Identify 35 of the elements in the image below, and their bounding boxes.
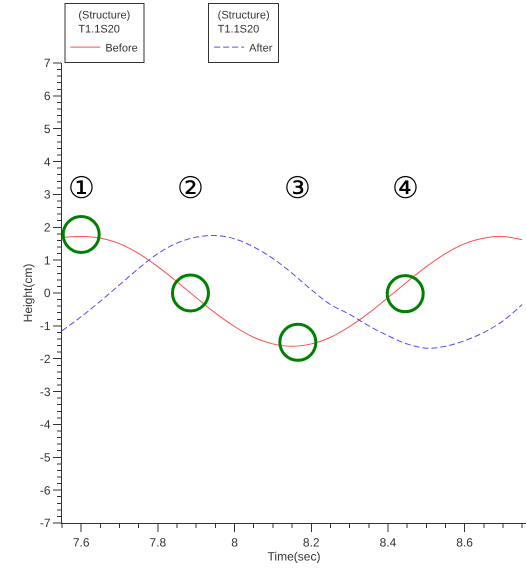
legend-label: After: [249, 42, 273, 54]
x-tick-label: 8.4: [380, 535, 397, 550]
y-tick-label: -6: [40, 483, 51, 498]
y-tick-label: 3: [44, 188, 51, 202]
x-tick-label: 7.8: [150, 535, 167, 550]
y-tick-label: 7: [44, 56, 51, 70]
annotation: ②: [177, 171, 204, 206]
y-tick-label: -4: [40, 418, 51, 432]
y-tick-label: -1: [40, 319, 51, 334]
point: [62, 215, 101, 254]
x-tick-label: 8: [231, 535, 238, 550]
x-axis-title: Time(sec): [268, 549, 320, 564]
y-tick-label: -2: [40, 352, 51, 366]
y-tick-label: -3: [40, 384, 51, 399]
x-tick-label: 8.2: [302, 535, 320, 550]
legend-title: (Structure) T1.1S20: [78, 9, 130, 36]
point: [278, 322, 318, 362]
legend-label: Before: [105, 42, 138, 54]
annotation: ④: [392, 171, 419, 206]
x-tick-label: 8.6: [456, 535, 474, 550]
text: (Structure) T1.1S20: [218, 9, 270, 36]
y-tick-label: 2: [44, 220, 51, 234]
annotation: ①: [68, 171, 95, 206]
y-axis-title: Height(cm): [21, 264, 36, 322]
y-tick-label: 1: [44, 253, 51, 268]
y-tick-label: -7: [40, 516, 51, 530]
y-tick-label: 4: [44, 154, 51, 169]
point: [170, 274, 210, 312]
y-tick-label: 6: [44, 89, 51, 104]
point: [386, 274, 425, 314]
y-tick-label: -5: [40, 450, 51, 464]
y-tick-label: 0: [44, 286, 51, 300]
x-tick-label: 7.6: [72, 535, 90, 550]
annotation: ③: [284, 171, 311, 206]
y-tick-label: 5: [44, 122, 51, 136]
